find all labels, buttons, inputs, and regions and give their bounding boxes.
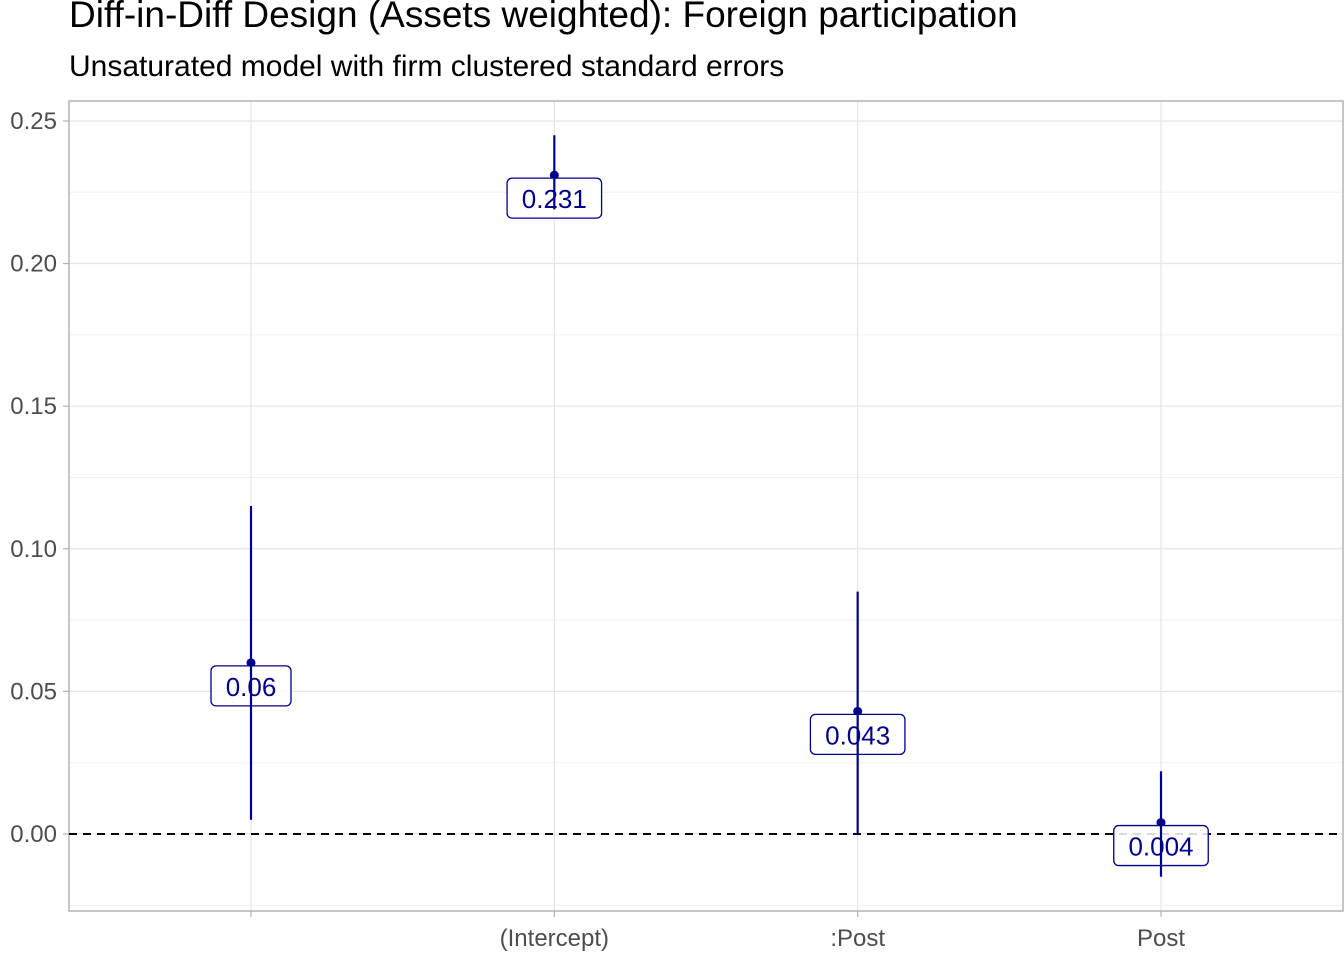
x-tick-label: Post: [1137, 925, 1185, 952]
estimate-point: [549, 170, 559, 180]
estimate-label: 0.043: [825, 720, 890, 750]
x-tick-label: :Post: [830, 925, 885, 952]
x-tick-label: (Intercept): [500, 925, 609, 952]
y-tick-label: 0.10: [10, 536, 57, 563]
chart-subtitle: Unsaturated model with firm clustered st…: [69, 50, 785, 83]
chart-title: Diff-in-Diff Design (Assets weighted): F…: [69, 0, 1018, 35]
estimate-point: [1156, 818, 1166, 828]
y-tick-label: 0.15: [10, 393, 57, 420]
y-tick-label: 0.05: [10, 678, 57, 705]
minor-gridlines: [69, 191, 1343, 906]
estimate-label: 0.231: [522, 184, 587, 214]
plot-panel: [69, 101, 1343, 911]
y-tick-label: 0.00: [10, 821, 57, 848]
y-tick-label: 0.25: [10, 108, 57, 135]
y-axis: 0.00 0.05 0.10 0.15 0.20 0.25: [10, 108, 69, 848]
coefficient-marks: 0.06 0.231 0.043 0.004: [210, 135, 1209, 877]
y-tick-label: 0.20: [10, 251, 57, 278]
estimate-point: [246, 658, 256, 668]
estimate-label: 0.004: [1128, 832, 1193, 862]
estimate-label: 0.06: [226, 672, 277, 702]
estimate-point: [853, 706, 863, 716]
panel-border: [68, 100, 1344, 912]
x-axis: (Intercept) :Post Post: [250, 911, 1185, 952]
